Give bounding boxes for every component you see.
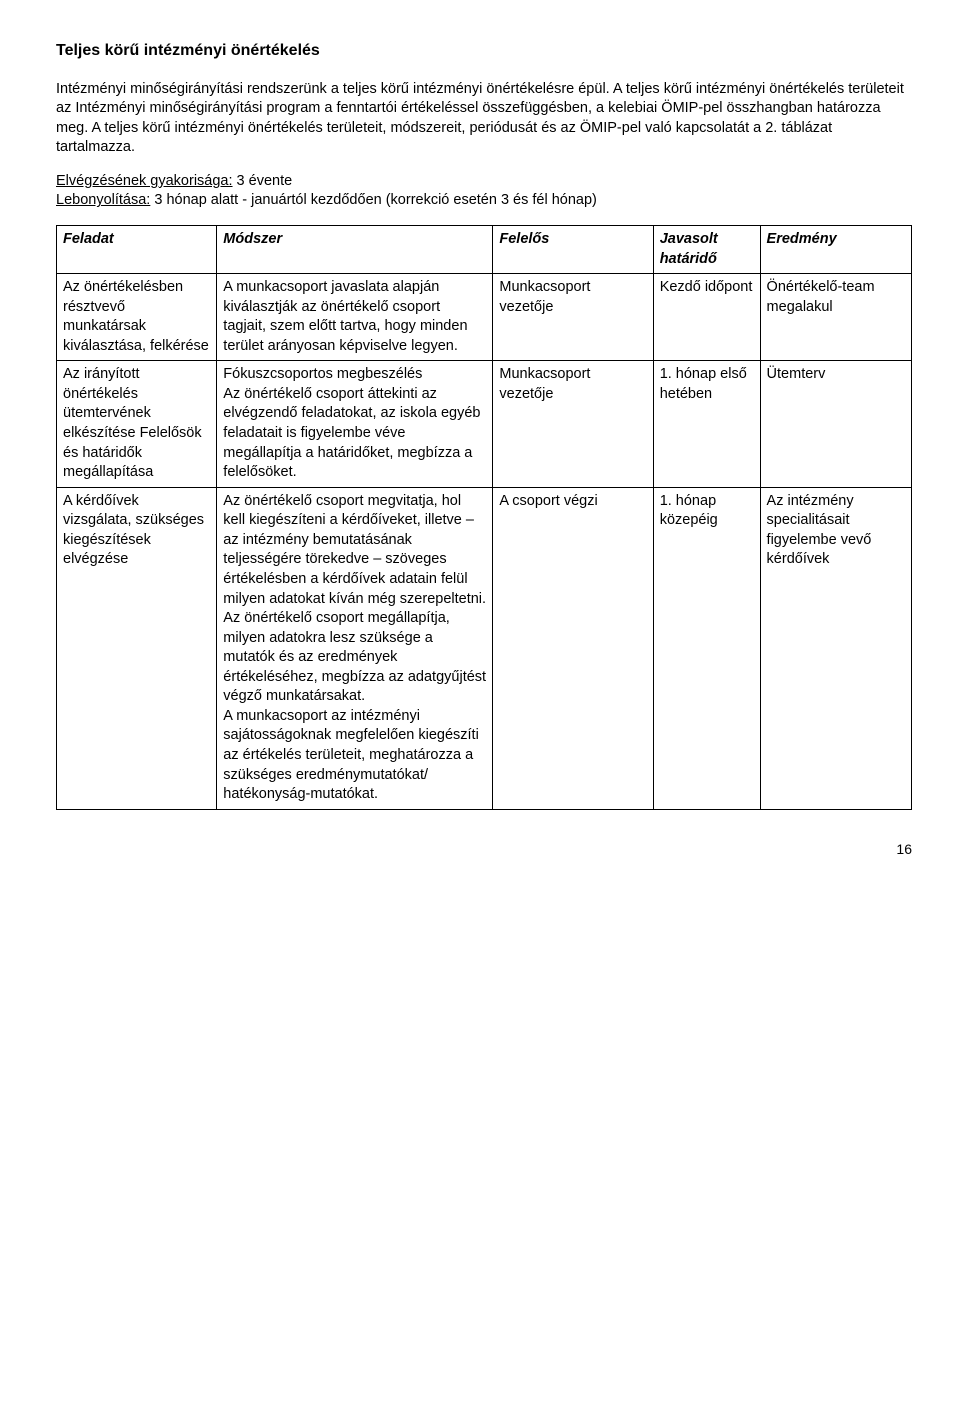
cell-javasolt: 1. hónap első hetében bbox=[653, 361, 760, 487]
intro-paragraph: Intézményi minőségirányítási rendszerünk… bbox=[56, 80, 912, 158]
cell-felelos: Munkacsoport vezetője bbox=[493, 274, 653, 361]
table-header-row: Feladat Módszer Felelős Javasolt határid… bbox=[57, 225, 912, 273]
col-eredmeny: Eredmény bbox=[760, 225, 911, 273]
table-row: A kérdőívek vizsgálata, szükséges kiegés… bbox=[57, 487, 912, 809]
col-javasolt: Javasolt határidő bbox=[653, 225, 760, 273]
col-felelos: Felelős bbox=[493, 225, 653, 273]
cell-feladat: Az önértékelésben résztvevő munkatársak … bbox=[57, 274, 217, 361]
cell-javasolt: 1. hónap közepéig bbox=[653, 487, 760, 809]
process-value: 3 hónap alatt - januártól kezdődően (kor… bbox=[150, 192, 597, 208]
cell-eredmeny: Az intézmény specialitásait figyelembe v… bbox=[760, 487, 911, 809]
cell-felelos: Munkacsoport vezetője bbox=[493, 361, 653, 487]
process-label: Lebonyolítása: bbox=[56, 192, 150, 208]
cell-feladat: A kérdőívek vizsgálata, szükséges kiegés… bbox=[57, 487, 217, 809]
cell-javasolt: Kezdő időpont bbox=[653, 274, 760, 361]
cell-eredmeny: Ütemterv bbox=[760, 361, 911, 487]
schedule-paragraph: Elvégzésének gyakorisága: 3 évente Lebon… bbox=[56, 172, 912, 211]
cell-modszer: Fókuszcsoportos megbeszélés Az önértékel… bbox=[217, 361, 493, 487]
col-feladat: Feladat bbox=[57, 225, 217, 273]
page-number: 16 bbox=[56, 840, 912, 859]
page-title: Teljes körű intézményi önértékelés bbox=[56, 40, 912, 62]
cell-felelos: A csoport végzi bbox=[493, 487, 653, 809]
cell-modszer: Az önértékelő csoport megvitatja, hol ke… bbox=[217, 487, 493, 809]
cell-feladat: Az irányított önértékelés ütemtervének e… bbox=[57, 361, 217, 487]
frequency-value: 3 évente bbox=[233, 173, 293, 189]
col-modszer: Módszer bbox=[217, 225, 493, 273]
table-row: Az irányított önértékelés ütemtervének e… bbox=[57, 361, 912, 487]
cell-eredmeny: Önértékelő-team megalakul bbox=[760, 274, 911, 361]
evaluation-table: Feladat Módszer Felelős Javasolt határid… bbox=[56, 225, 912, 810]
frequency-label: Elvégzésének gyakorisága: bbox=[56, 173, 233, 189]
table-row: Az önértékelésben résztvevő munkatársak … bbox=[57, 274, 912, 361]
cell-modszer: A munkacsoport javaslata alapján kiválas… bbox=[217, 274, 493, 361]
